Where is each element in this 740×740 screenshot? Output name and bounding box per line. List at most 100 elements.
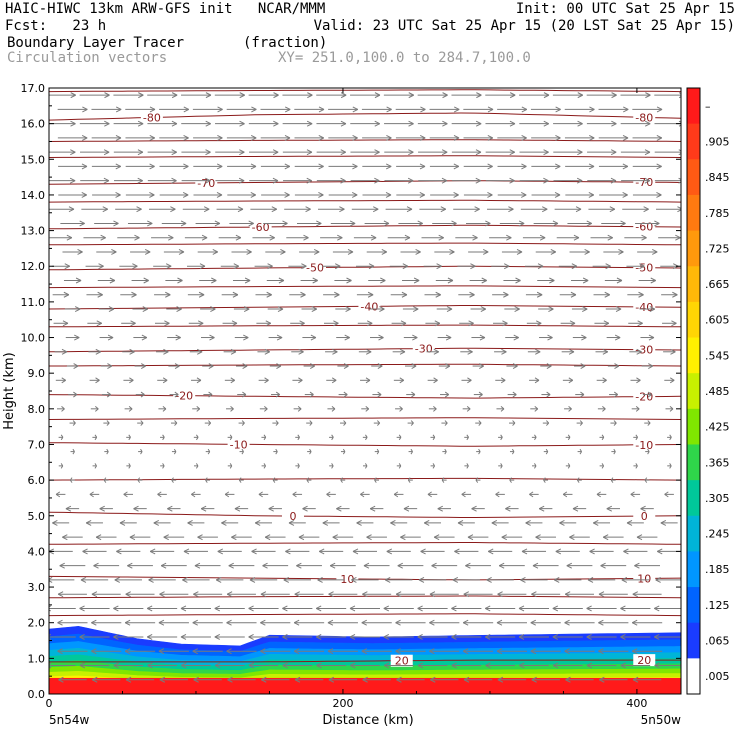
wind-vector <box>79 92 110 99</box>
vector-head <box>352 548 359 555</box>
wind-vector <box>131 277 149 284</box>
wind-vector <box>525 519 543 526</box>
wind-vector <box>654 662 681 669</box>
vector-head <box>171 149 177 156</box>
vector-head <box>306 149 313 156</box>
vector-head <box>599 676 605 683</box>
vector-head <box>133 505 139 512</box>
vector-head <box>552 662 559 669</box>
wind-vector <box>519 120 549 127</box>
vector-head <box>333 320 339 327</box>
wind-vector <box>91 648 122 655</box>
wind-vector <box>364 220 390 227</box>
vector-head <box>309 391 314 398</box>
vector-head <box>509 92 516 99</box>
vector-head <box>176 306 182 312</box>
vector-head <box>106 448 109 455</box>
vector-head <box>535 348 541 355</box>
wind-vector <box>57 405 65 412</box>
vector-head <box>525 519 531 526</box>
vector-head <box>440 206 447 213</box>
wind-vector <box>556 234 580 241</box>
wind-vector <box>187 291 205 298</box>
vector-head <box>143 277 149 284</box>
vector-head <box>276 334 283 341</box>
wind-vector <box>531 134 561 141</box>
contour-line-labeled-1 <box>49 180 681 185</box>
vector-head <box>79 634 85 640</box>
contour-label: -10 <box>230 438 248 451</box>
vector-head <box>412 334 418 341</box>
vector-head <box>429 648 435 655</box>
vector-head <box>469 291 475 298</box>
vector-head <box>607 234 613 241</box>
wind-vector <box>65 505 80 512</box>
wind-vector <box>361 619 392 626</box>
vector-head <box>462 619 469 626</box>
wind-vector <box>119 263 138 270</box>
wind-vector <box>475 477 481 483</box>
vector-head <box>487 191 493 198</box>
vector-head <box>103 177 110 184</box>
wind-vector <box>85 519 103 526</box>
vector-head <box>182 576 188 583</box>
vector-head <box>243 334 249 341</box>
wind-vector <box>320 234 343 241</box>
vector-head <box>577 149 583 156</box>
colorbar-label: .785 <box>705 207 730 220</box>
wind-vector <box>258 491 269 498</box>
vector-head <box>596 491 601 498</box>
wind-vector <box>283 576 311 583</box>
wind-vector <box>194 562 221 569</box>
colorbar-swatch <box>687 658 700 695</box>
wind-vector <box>104 448 109 455</box>
vector-head <box>552 634 559 640</box>
vector-head <box>546 391 551 398</box>
vector-head <box>614 363 620 369</box>
wind-vector <box>58 434 64 441</box>
vector-head <box>400 320 407 327</box>
vector-head <box>207 448 211 455</box>
vector-head <box>593 519 599 526</box>
wind-vector <box>215 177 245 184</box>
wind-vector <box>180 605 211 612</box>
vector-head <box>378 334 384 341</box>
wind-vector <box>302 505 316 512</box>
wind-vector <box>441 477 447 483</box>
vector-head <box>487 163 493 170</box>
wind-vector <box>417 605 448 612</box>
vector-head <box>178 249 185 255</box>
vector-head <box>93 562 99 569</box>
vector-head <box>498 562 505 569</box>
vector-head <box>500 434 503 441</box>
vector-head <box>614 334 621 341</box>
wind-vector <box>451 92 482 99</box>
wind-vector <box>322 263 341 270</box>
wind-vector <box>266 277 285 284</box>
wind-vector <box>52 519 70 526</box>
wind-vector <box>600 562 627 569</box>
wind-vector <box>384 576 413 583</box>
wind-vector <box>610 477 616 483</box>
wind-vector <box>282 634 313 640</box>
wind-vector <box>393 491 404 498</box>
vector-head <box>451 220 457 227</box>
contour-label: 20 <box>637 654 651 667</box>
vector-head <box>402 263 409 270</box>
vector-head <box>128 434 131 441</box>
wind-vector <box>640 334 655 341</box>
vector-head <box>367 291 374 298</box>
vector-head <box>530 648 537 655</box>
vector-head <box>393 491 399 498</box>
vector-head <box>211 277 217 284</box>
vector-head <box>200 505 207 512</box>
wind-vector <box>69 420 76 426</box>
vector-head <box>478 391 483 398</box>
wind-vector <box>300 277 318 284</box>
vector-head <box>622 163 629 170</box>
vector-head <box>580 363 586 369</box>
vector-head <box>567 463 571 469</box>
vector-head <box>576 477 580 483</box>
wind-vector <box>55 377 66 384</box>
wind-vector <box>91 163 121 170</box>
